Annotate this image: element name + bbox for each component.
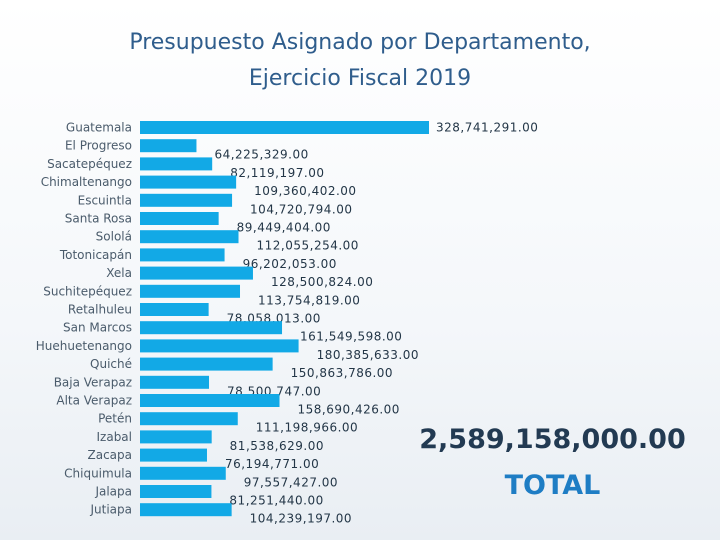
value-label: 180,385,633.00 <box>317 348 419 362</box>
value-label: 111,198,966.00 <box>256 421 358 435</box>
category-label: Guatemala <box>66 121 132 135</box>
category-label: Retalhuleu <box>68 303 132 317</box>
bar <box>140 503 232 517</box>
value-label: 97,557,427.00 <box>244 475 338 489</box>
bar <box>140 139 197 153</box>
bar <box>140 485 212 498</box>
category-label: Sololá <box>96 230 132 244</box>
category-label: Alta Verapaz <box>56 394 132 408</box>
category-label: Zacapa <box>88 448 133 462</box>
value-label: 96,202,053.00 <box>243 257 337 271</box>
category-label: Quiché <box>90 357 132 371</box>
bar <box>140 412 238 426</box>
bar <box>140 303 209 316</box>
chart-title: Presupuesto Asignado por Departamento, <box>129 30 591 55</box>
bar <box>140 193 233 207</box>
bar <box>140 121 429 134</box>
category-label: Petén <box>98 412 132 426</box>
value-label: 76,194,771.00 <box>225 457 319 471</box>
bar <box>140 430 212 444</box>
bar <box>140 266 253 280</box>
category-label: Escuintla <box>78 193 132 207</box>
category-label: Izabal <box>97 430 133 444</box>
value-label: 104,720,794.00 <box>250 202 352 216</box>
total-value: 2,589,158,000.00 <box>419 424 686 455</box>
bar <box>140 284 241 298</box>
value-label: 89,449,404.00 <box>237 221 331 235</box>
bar <box>140 394 280 407</box>
chart-subtitle: Ejercicio Fiscal 2019 <box>248 66 472 91</box>
value-label: 64,225,329.00 <box>214 148 308 162</box>
bar <box>140 339 299 353</box>
category-label: San Marcos <box>63 321 132 335</box>
category-label: Santa Rosa <box>65 212 132 226</box>
value-label: 128,500,824.00 <box>271 275 373 289</box>
bar <box>140 448 207 462</box>
category-label: Huehuetenango <box>36 339 132 353</box>
value-label: 82,119,197.00 <box>230 166 324 180</box>
total-label: TOTAL <box>504 470 601 501</box>
bar <box>140 466 226 480</box>
value-label: 328,741,291.00 <box>436 121 538 135</box>
value-label: 81,538,629.00 <box>230 439 324 453</box>
bar <box>140 175 237 189</box>
value-label: 112,055,254.00 <box>257 239 359 253</box>
category-label: El Progreso <box>65 139 132 153</box>
category-label: Xela <box>106 266 132 280</box>
category-label: Suchitepéquez <box>43 284 132 298</box>
bar <box>140 157 213 171</box>
category-label: Jalapa <box>94 485 132 499</box>
category-label: Baja Verapaz <box>54 375 132 389</box>
category-label: Chiquimula <box>64 466 132 480</box>
value-label: 81,251,440.00 <box>229 494 323 508</box>
bar <box>140 357 273 371</box>
bar <box>140 212 219 225</box>
category-label: Totonicapán <box>59 248 132 262</box>
bar <box>140 248 225 262</box>
value-label: 109,360,402.00 <box>254 184 356 198</box>
value-label: 158,690,426.00 <box>298 403 400 417</box>
bar <box>140 230 239 244</box>
category-label: Sacatepéquez <box>47 157 132 171</box>
value-label: 161,549,598.00 <box>300 330 402 344</box>
value-label: 150,863,786.00 <box>291 366 393 380</box>
category-label: Jutiapa <box>89 503 132 517</box>
value-label: 113,754,819.00 <box>258 293 360 307</box>
bar <box>140 375 210 389</box>
bar <box>140 321 283 335</box>
value-label: 104,239,197.00 <box>250 512 352 526</box>
category-label: Chimaltenango <box>41 175 132 189</box>
